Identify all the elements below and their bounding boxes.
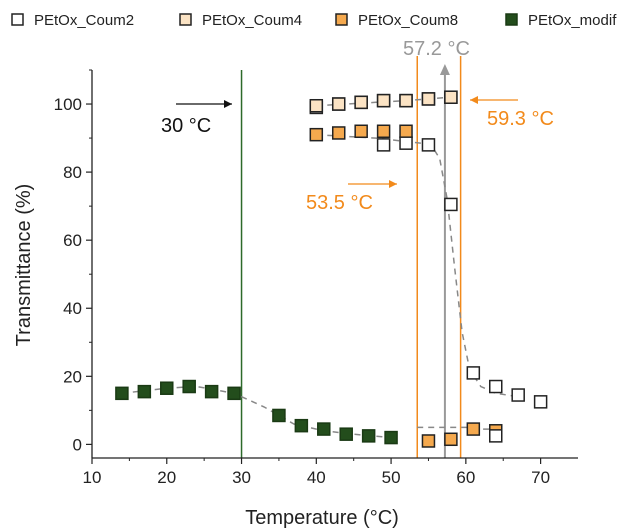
data-point xyxy=(376,93,391,108)
data-point xyxy=(376,124,391,139)
data-point xyxy=(294,418,309,433)
data-point xyxy=(309,127,324,142)
y-tick-label: 80 xyxy=(63,163,82,182)
data-point xyxy=(331,97,346,111)
data-point xyxy=(421,434,436,448)
axes: 10 20 30 40 50 60 70 0 20 40 60 80 100 xyxy=(54,69,578,487)
data-point xyxy=(339,427,353,441)
y-tick-label: 0 xyxy=(73,435,82,454)
data-point xyxy=(361,429,376,443)
fit-curve-3 xyxy=(417,426,496,430)
legend-label: PEtOx_Coum8 xyxy=(358,12,458,29)
data-point xyxy=(272,408,286,423)
x-tick-label: 60 xyxy=(456,468,475,487)
legend-label: PEtOx_modif xyxy=(528,12,617,29)
annotation-30: 30 °C xyxy=(161,115,211,137)
annotation-59-3: 59.3 °C xyxy=(487,108,554,130)
data-point xyxy=(354,124,368,139)
data-point xyxy=(444,90,458,104)
data-point xyxy=(376,138,391,152)
data-point xyxy=(354,95,368,110)
x-tick-label: 50 xyxy=(382,468,401,487)
x-tick-label: 70 xyxy=(531,468,550,487)
data-point xyxy=(182,379,196,394)
data-point xyxy=(533,395,548,409)
legend-label: PEtOx_Coum4 xyxy=(202,12,302,29)
data-point xyxy=(115,386,129,401)
data-point xyxy=(489,379,503,394)
data-point xyxy=(489,429,503,443)
x-axis-title: Temperature (°C) xyxy=(245,507,399,528)
x-tick-label: 40 xyxy=(307,468,326,487)
y-tick-label: 60 xyxy=(63,231,82,250)
data-point xyxy=(227,386,241,401)
y-axis-title: Transmittance (%) xyxy=(13,184,35,347)
data-point xyxy=(466,422,481,436)
data-point xyxy=(399,124,413,139)
data-point xyxy=(444,197,458,212)
data-point xyxy=(317,422,331,436)
arrow-57-2 xyxy=(439,64,450,75)
legend-marker xyxy=(505,13,518,26)
data-point xyxy=(421,138,436,152)
data-point xyxy=(399,136,413,150)
data-point xyxy=(511,388,525,402)
data-point xyxy=(137,384,152,399)
legend-marker xyxy=(335,13,348,26)
legend-label: PEtOx_Coum2 xyxy=(34,12,134,29)
arrow-30-head xyxy=(224,100,232,108)
annotation-57-2: 57.2 °C xyxy=(403,38,470,60)
legend: PEtOx_Coum2 PEtOx_Coum4 PEtOx_Coum8 PEtOx_m… xyxy=(11,12,617,29)
annotations: 30 °C 53.5 °C 59.3 °C 57.2 °C xyxy=(161,38,554,214)
data-point xyxy=(444,432,458,447)
annotation-53-5: 53.5 °C xyxy=(306,192,373,214)
plot-lines xyxy=(240,56,462,458)
y-tick-label: 20 xyxy=(63,367,82,386)
y-tick-label: 40 xyxy=(63,299,82,318)
data-point xyxy=(421,92,436,106)
data-point xyxy=(331,126,346,140)
data-point xyxy=(204,384,219,399)
legend-marker xyxy=(179,13,192,26)
x-tick-label: 10 xyxy=(83,468,102,487)
data-markers xyxy=(115,90,548,448)
fit-curves xyxy=(121,96,519,439)
arrow-59-3-head xyxy=(470,96,478,104)
x-tick-label: 30 xyxy=(232,468,251,487)
legend-marker xyxy=(11,13,24,26)
data-point xyxy=(160,381,174,395)
data-point xyxy=(466,366,481,380)
data-point xyxy=(399,93,413,108)
x-tick-label: 20 xyxy=(157,468,176,487)
data-point xyxy=(309,98,324,113)
arrow-53-5-head xyxy=(389,180,397,188)
data-point xyxy=(384,430,398,445)
y-tick-label: 100 xyxy=(54,95,82,114)
